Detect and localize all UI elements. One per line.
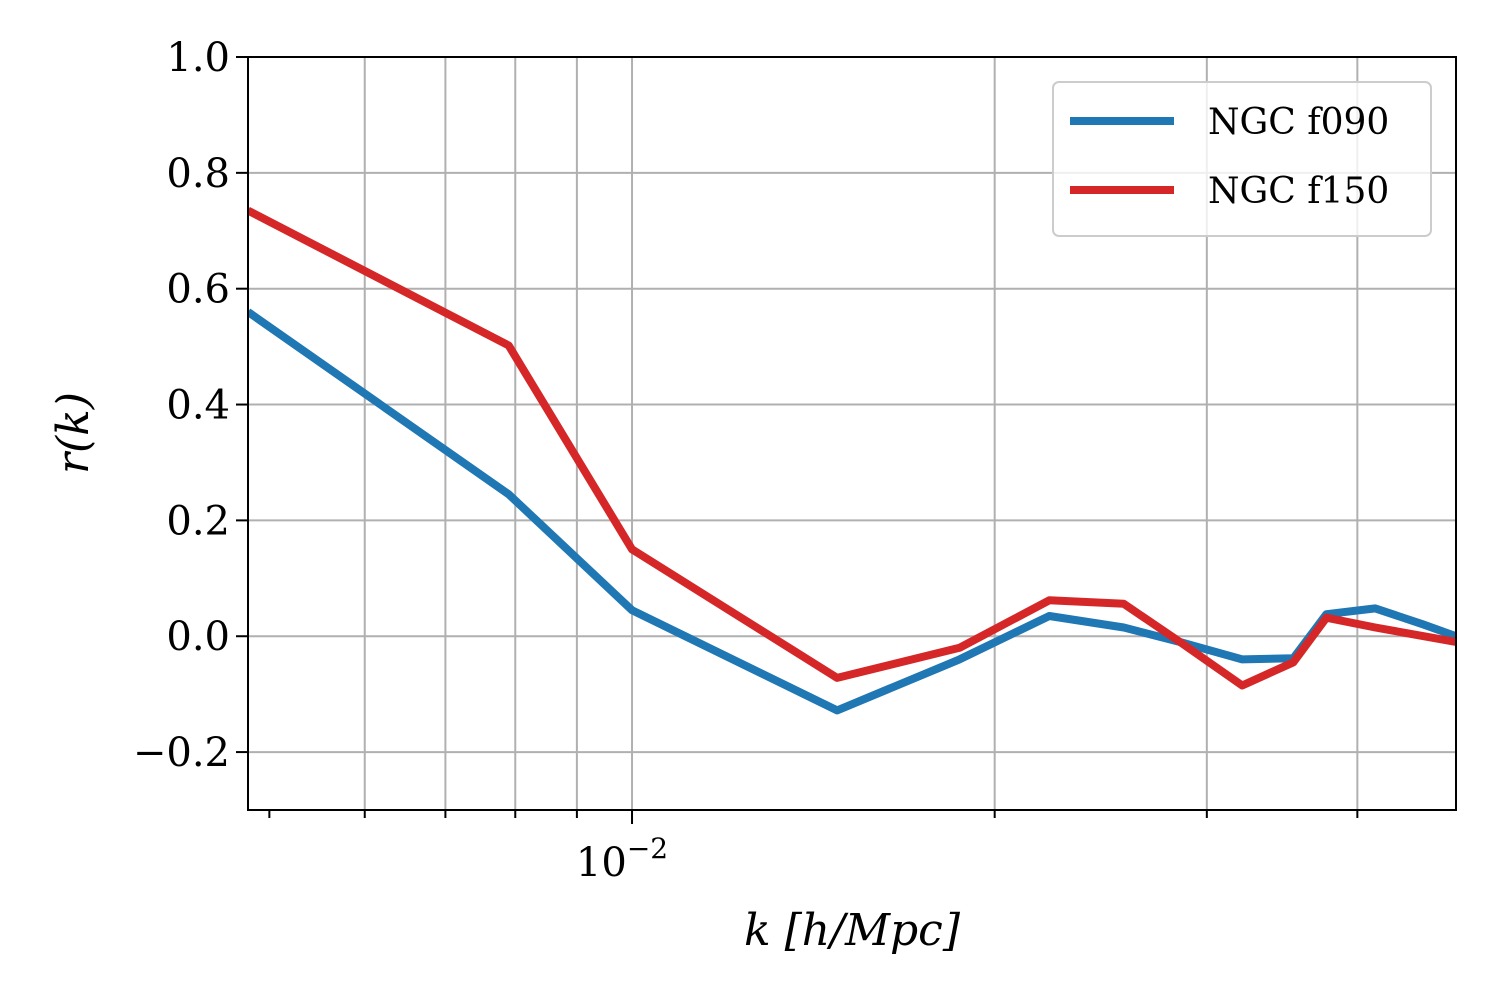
plot-frame	[247, 56, 1457, 811]
legend: NGC f090 NGC f150	[1052, 81, 1432, 237]
y-tick-label-1: 0.0	[166, 614, 230, 660]
y-tick-label-2: 0.2	[166, 498, 230, 544]
y-axis-title: r(k)	[48, 392, 99, 474]
ticks: −0.2 0.0 0.2 0.4 0.6 0.8 1.0 10−2	[133, 35, 1359, 886]
y-tick-label-4: 0.6	[166, 267, 230, 313]
y-tick-label-0: −0.2	[133, 730, 230, 776]
y-tick-label-5: 0.8	[166, 151, 230, 197]
x-axis-title: k [h/Mpc]	[744, 905, 961, 956]
series-line-1	[248, 206, 1456, 690]
legend-label-ngc-f150: NGC f150	[1208, 171, 1389, 212]
legend-label-ngc-f090: NGC f090	[1208, 102, 1389, 143]
y-tick-label-3: 0.4	[166, 383, 230, 429]
series-line-0	[248, 308, 1456, 715]
y-tick-label-6: 1.0	[166, 35, 230, 81]
series-layer	[248, 206, 1456, 715]
x-tick-label-0: 10−2	[576, 832, 668, 886]
